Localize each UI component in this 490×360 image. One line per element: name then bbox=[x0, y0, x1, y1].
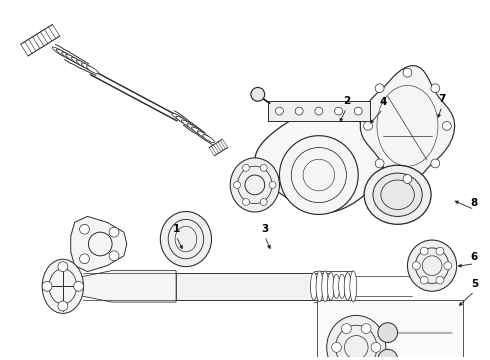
Circle shape bbox=[431, 84, 440, 93]
Circle shape bbox=[243, 165, 249, 171]
Ellipse shape bbox=[86, 66, 98, 74]
Ellipse shape bbox=[42, 259, 83, 314]
Circle shape bbox=[260, 165, 267, 171]
Ellipse shape bbox=[66, 54, 82, 65]
Circle shape bbox=[342, 324, 351, 334]
Ellipse shape bbox=[52, 47, 68, 57]
Ellipse shape bbox=[181, 120, 196, 130]
Ellipse shape bbox=[311, 273, 318, 300]
Ellipse shape bbox=[203, 135, 215, 143]
Ellipse shape bbox=[197, 131, 210, 139]
Text: 8: 8 bbox=[471, 198, 478, 208]
Circle shape bbox=[444, 262, 452, 270]
Circle shape bbox=[109, 227, 119, 237]
Text: 3: 3 bbox=[261, 224, 269, 234]
Ellipse shape bbox=[350, 271, 357, 302]
Circle shape bbox=[234, 181, 241, 188]
Circle shape bbox=[354, 107, 362, 115]
Ellipse shape bbox=[327, 315, 386, 360]
Polygon shape bbox=[360, 66, 455, 186]
Ellipse shape bbox=[364, 165, 431, 224]
Circle shape bbox=[58, 262, 68, 271]
Ellipse shape bbox=[408, 240, 457, 291]
Circle shape bbox=[295, 107, 303, 115]
Text: 4: 4 bbox=[379, 97, 387, 107]
Ellipse shape bbox=[160, 212, 212, 267]
Ellipse shape bbox=[373, 173, 422, 216]
Circle shape bbox=[79, 254, 90, 264]
Circle shape bbox=[378, 323, 397, 342]
Circle shape bbox=[269, 181, 276, 188]
Ellipse shape bbox=[316, 271, 323, 302]
Circle shape bbox=[378, 349, 397, 360]
Circle shape bbox=[109, 251, 119, 261]
Polygon shape bbox=[255, 108, 383, 213]
Text: 2: 2 bbox=[343, 96, 350, 106]
Ellipse shape bbox=[187, 124, 200, 133]
Ellipse shape bbox=[81, 63, 94, 71]
Circle shape bbox=[335, 107, 343, 115]
Circle shape bbox=[79, 224, 90, 234]
Text: 5: 5 bbox=[471, 279, 478, 289]
Bar bbox=[176, 273, 329, 300]
Polygon shape bbox=[71, 216, 127, 271]
Circle shape bbox=[420, 247, 428, 255]
Circle shape bbox=[436, 247, 444, 255]
Circle shape bbox=[260, 198, 267, 206]
Circle shape bbox=[431, 159, 440, 168]
Circle shape bbox=[364, 121, 372, 130]
Ellipse shape bbox=[62, 52, 77, 62]
Text: 1: 1 bbox=[172, 224, 180, 234]
Circle shape bbox=[436, 276, 444, 284]
Circle shape bbox=[74, 282, 83, 291]
Circle shape bbox=[420, 276, 428, 284]
Ellipse shape bbox=[344, 273, 351, 300]
Circle shape bbox=[315, 107, 323, 115]
Circle shape bbox=[375, 159, 384, 168]
Ellipse shape bbox=[71, 57, 86, 67]
Circle shape bbox=[275, 107, 283, 115]
Ellipse shape bbox=[322, 271, 329, 302]
Ellipse shape bbox=[56, 49, 73, 60]
Ellipse shape bbox=[172, 113, 186, 123]
Ellipse shape bbox=[192, 127, 206, 136]
Bar bbox=[317, 300, 463, 360]
Circle shape bbox=[243, 198, 249, 206]
Ellipse shape bbox=[333, 274, 340, 298]
Circle shape bbox=[413, 262, 420, 270]
Circle shape bbox=[332, 342, 342, 352]
Bar bbox=[268, 101, 370, 121]
Circle shape bbox=[58, 301, 68, 311]
Ellipse shape bbox=[327, 273, 334, 300]
Text: 6: 6 bbox=[471, 252, 478, 262]
Circle shape bbox=[361, 324, 371, 334]
Ellipse shape bbox=[230, 158, 279, 212]
Ellipse shape bbox=[76, 60, 90, 69]
Ellipse shape bbox=[339, 274, 345, 298]
Circle shape bbox=[371, 342, 381, 352]
Circle shape bbox=[251, 87, 265, 101]
Circle shape bbox=[42, 282, 52, 291]
Circle shape bbox=[279, 136, 358, 215]
Circle shape bbox=[375, 84, 384, 93]
Circle shape bbox=[403, 68, 412, 77]
Polygon shape bbox=[82, 271, 176, 302]
Circle shape bbox=[403, 175, 412, 184]
Circle shape bbox=[442, 121, 451, 130]
Text: 7: 7 bbox=[438, 94, 445, 104]
Ellipse shape bbox=[176, 116, 192, 127]
